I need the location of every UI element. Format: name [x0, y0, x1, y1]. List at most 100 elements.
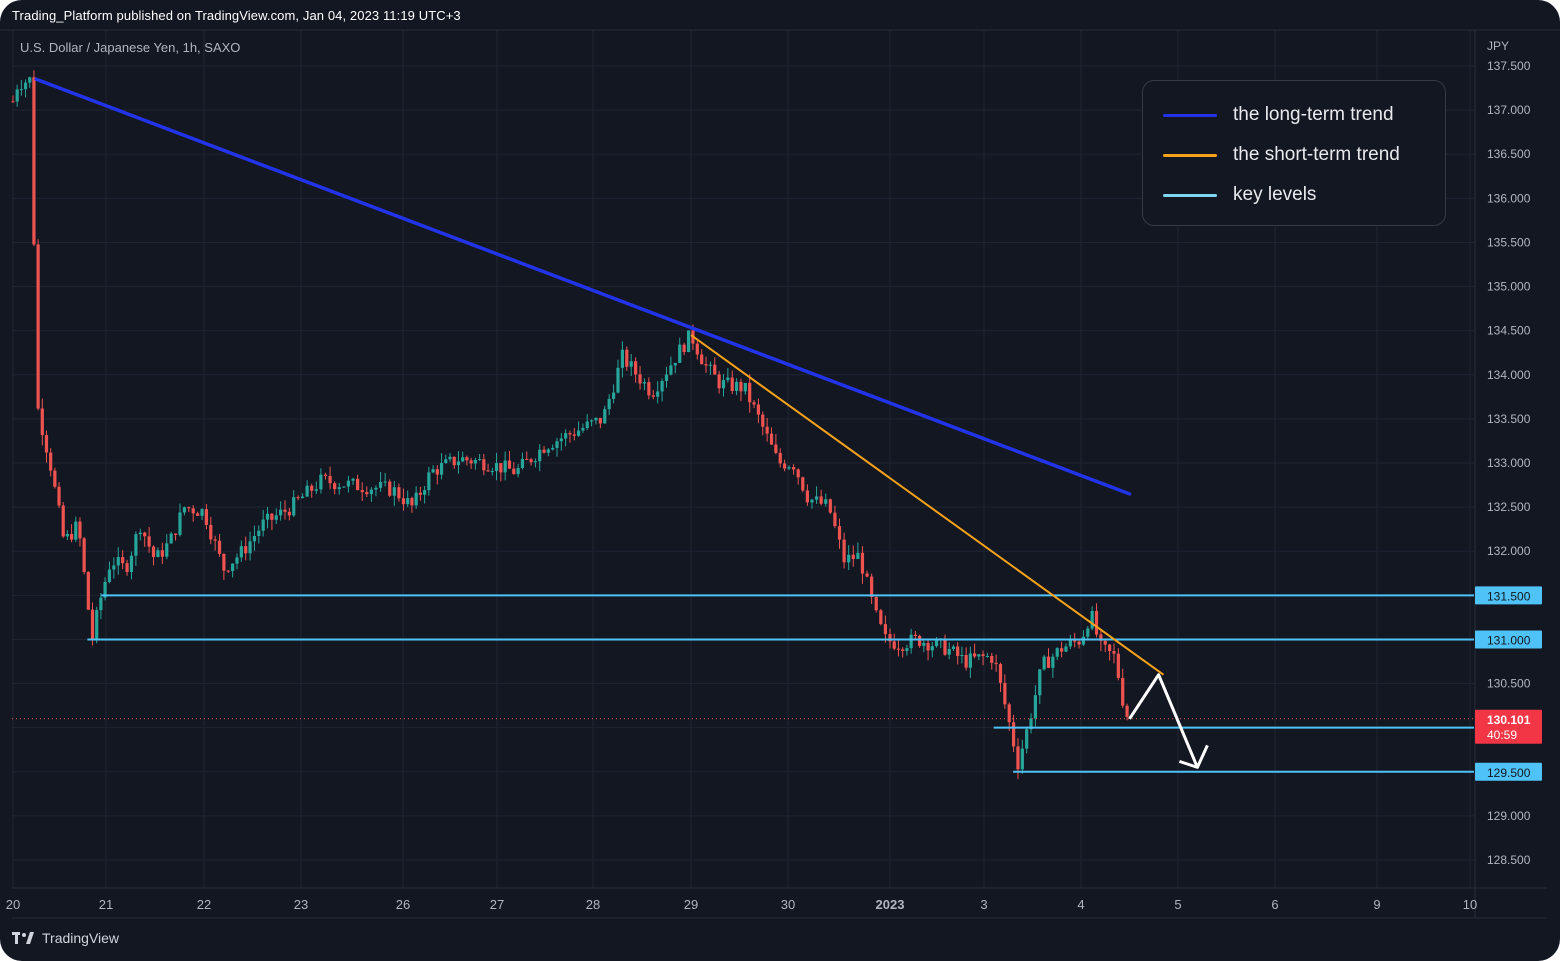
- candle-body: [369, 489, 373, 495]
- candle-body: [401, 498, 406, 505]
- candle-body: [1073, 640, 1077, 642]
- candle-body: [1020, 748, 1024, 770]
- candle-body: [482, 459, 486, 471]
- candle-body: [810, 499, 814, 503]
- candle-body: [406, 498, 410, 505]
- candle-body: [333, 483, 337, 490]
- candle-body: [951, 646, 956, 649]
- candle-body: [918, 635, 922, 646]
- candle-body: [968, 653, 972, 668]
- candle-body: [883, 624, 888, 635]
- candle-body: [1090, 610, 1094, 629]
- candle-body: [551, 447, 555, 450]
- candle-body: [824, 499, 828, 504]
- legend-swatch: [1163, 193, 1217, 197]
- candle-body: [499, 463, 503, 473]
- candle-body: [577, 430, 581, 436]
- candle-body: [49, 452, 53, 471]
- x-tick-label: 23: [294, 897, 308, 912]
- candle-body: [383, 481, 387, 483]
- candle-body: [607, 398, 611, 410]
- candle-body: [431, 469, 435, 473]
- candle-body: [378, 481, 383, 488]
- candle-body: [82, 538, 86, 573]
- candle-body: [660, 380, 664, 392]
- candle-body: [708, 364, 712, 366]
- candle-body: [851, 554, 855, 560]
- candle-body: [787, 467, 791, 469]
- candle-body: [160, 550, 164, 557]
- candle-body: [448, 456, 452, 460]
- candle-body: [129, 555, 134, 573]
- candle-body: [342, 486, 346, 488]
- candle-body: [314, 489, 318, 491]
- y-tick-label: 136.500: [1487, 147, 1531, 161]
- candle-body: [837, 526, 842, 540]
- candle-body: [865, 573, 869, 577]
- candle-body: [568, 433, 572, 435]
- candle-body: [147, 536, 151, 547]
- last-price-tag: [1475, 709, 1542, 744]
- candle-body: [235, 557, 239, 564]
- candle-body: [960, 655, 964, 657]
- candle-body: [994, 662, 998, 665]
- candle-body: [1046, 656, 1051, 668]
- candle-body: [726, 377, 730, 381]
- candle-body: [1099, 634, 1103, 641]
- key-level-price-tag: [1475, 586, 1542, 605]
- tradingview-logo[interactable]: TradingView: [12, 930, 119, 946]
- candle-body: [734, 381, 739, 391]
- candle-body: [896, 648, 901, 650]
- key-level-price-label: 131.000: [1487, 633, 1531, 647]
- candle-body: [664, 374, 669, 381]
- candle-body: [116, 557, 120, 566]
- candle-body: [121, 557, 125, 564]
- candle-body: [78, 521, 82, 539]
- candle-body: [182, 507, 186, 513]
- candle-body: [173, 533, 178, 535]
- candle-body: [374, 487, 378, 490]
- candle-body: [1103, 640, 1107, 645]
- y-tick-label: 135.500: [1487, 235, 1531, 249]
- candle-body: [819, 496, 823, 504]
- x-tick-label: 29: [684, 897, 698, 912]
- candle-body: [1086, 628, 1090, 637]
- candle-body: [529, 459, 533, 463]
- legend-label: the long-term trend: [1233, 104, 1394, 125]
- candle-body: [752, 402, 756, 405]
- candle-body: [292, 497, 296, 516]
- x-tick-label: 3: [980, 897, 987, 912]
- candle-body: [669, 365, 673, 375]
- candle-body: [913, 634, 917, 636]
- candle-body: [328, 475, 332, 484]
- candle-body: [673, 362, 677, 366]
- y-tick-label: 134.500: [1487, 324, 1531, 338]
- candle-body: [682, 344, 686, 352]
- candle-body: [486, 470, 490, 472]
- y-tick-label: 134.000: [1487, 368, 1531, 382]
- candle-body: [512, 468, 516, 475]
- candle-body: [990, 655, 994, 663]
- candle-body: [65, 533, 70, 537]
- candle-body: [879, 610, 883, 625]
- symbol-title: U.S. Dollar / Japanese Yen, 1h, SAXO: [20, 40, 241, 55]
- candle-body: [625, 349, 629, 367]
- candle-body: [1038, 669, 1042, 696]
- candle-body: [44, 435, 49, 453]
- candle-body: [1094, 610, 1099, 635]
- candle-body: [616, 367, 620, 393]
- candle-body: [686, 330, 691, 352]
- candle-body: [61, 505, 65, 537]
- x-tick-label: 26: [396, 897, 410, 912]
- candle-body: [538, 449, 542, 462]
- candle-body: [125, 563, 129, 573]
- candle-body: [998, 664, 1003, 683]
- candle-body: [418, 492, 422, 495]
- candle-body: [257, 530, 261, 537]
- candle-body: [191, 508, 195, 514]
- candle-body: [833, 512, 837, 527]
- candle-body: [414, 492, 418, 506]
- candle-body: [934, 639, 939, 647]
- candle-body: [581, 427, 585, 431]
